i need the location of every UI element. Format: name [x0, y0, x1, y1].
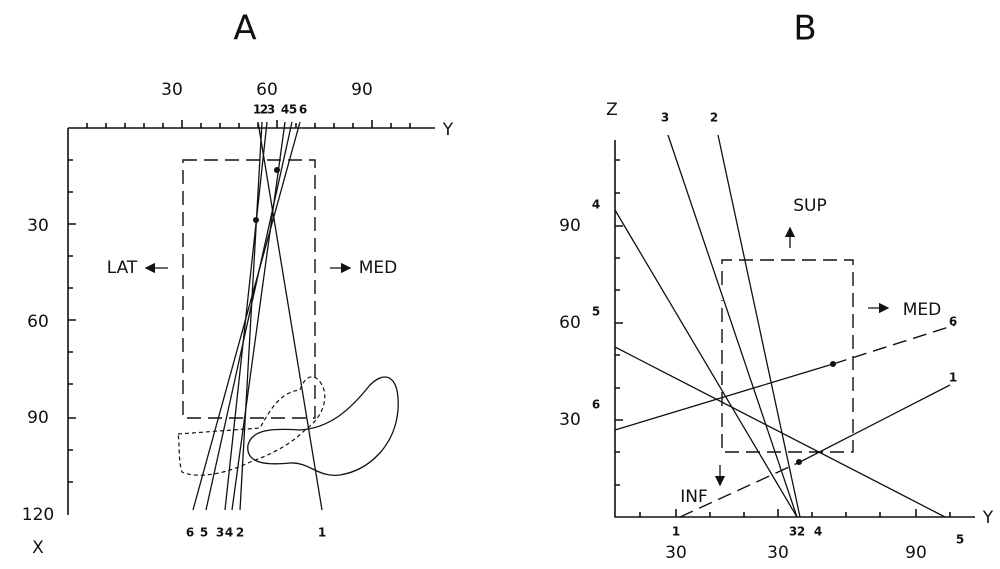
line-label: 2 [260, 103, 268, 117]
line-label: 5 [289, 103, 297, 117]
projection-dashed [679, 461, 801, 518]
point [274, 167, 280, 173]
line-label: 3 [216, 526, 224, 540]
bottom-tick-label: 90 [905, 543, 927, 563]
axes [614, 140, 975, 518]
top-tick-label: 90 [351, 80, 373, 100]
top-tick-label: 30 [161, 80, 183, 100]
line-label: 1 [949, 371, 957, 385]
axis-label: Z [606, 100, 618, 120]
line-label: 6 [592, 398, 600, 412]
top-tick-label: 60 [256, 80, 278, 100]
line-label: 1 [318, 526, 326, 540]
bottom-tick-label: 30 [767, 543, 789, 563]
axis-label: Y [442, 120, 454, 140]
line-label: 2 [710, 111, 718, 125]
axis-label: X [32, 538, 44, 558]
projection-lines [614, 134, 951, 518]
direction-label: LAT [107, 258, 138, 278]
axis-label: Y [982, 508, 994, 528]
line-label: 3 [789, 525, 797, 539]
region-box [182, 159, 316, 419]
projection-lines [192, 121, 323, 511]
ticks [68, 120, 411, 483]
line-label: 2 [797, 525, 805, 539]
left-tick-label: 60 [27, 312, 49, 332]
bottom-tick-label: 30 [665, 543, 687, 563]
line-label: 5 [200, 526, 208, 540]
line-label: 3 [661, 111, 669, 125]
line-label: 6 [949, 315, 957, 329]
line-label: 5 [592, 305, 600, 319]
left-tick-label: 120 [22, 505, 54, 525]
direction-label: MED [359, 258, 398, 278]
line-label: 1 [253, 103, 261, 117]
left-tick-label: 90 [27, 408, 49, 428]
line-label: 4 [592, 198, 600, 212]
line-label: 1 [672, 525, 680, 539]
outline-solid [247, 376, 399, 476]
line-label: 6 [299, 103, 307, 117]
left-tick-label: 60 [559, 313, 581, 333]
panel-title: B [793, 9, 816, 49]
direction-label: INF [680, 487, 708, 507]
direction-label: MED [903, 300, 942, 320]
left-tick-label: 90 [559, 216, 581, 236]
line-label: 6 [186, 526, 194, 540]
point [253, 217, 259, 223]
left-tick-label: 30 [559, 410, 581, 430]
line-label: 4 [281, 103, 289, 117]
line-label: 4 [225, 526, 233, 540]
panel-a: A 30 60 90 Y 30 60 90 120 X 1 2 3 4 5 6 … [22, 9, 454, 559]
direction-label: SUP [793, 196, 827, 216]
left-tick-label: 30 [27, 216, 49, 236]
line-label: 2 [236, 526, 244, 540]
point [796, 459, 802, 465]
projection-dashed [832, 324, 956, 365]
line-label: 3 [267, 103, 275, 117]
line-label: 4 [814, 525, 822, 539]
panel-b: B Z Y 90 60 30 30 30 90 3 2 4 5 6 6 1 1 … [559, 9, 994, 564]
point [830, 361, 836, 367]
ticks [615, 159, 951, 517]
panel-title: A [233, 9, 256, 49]
line-label: 5 [956, 533, 964, 547]
region-box [721, 259, 854, 453]
